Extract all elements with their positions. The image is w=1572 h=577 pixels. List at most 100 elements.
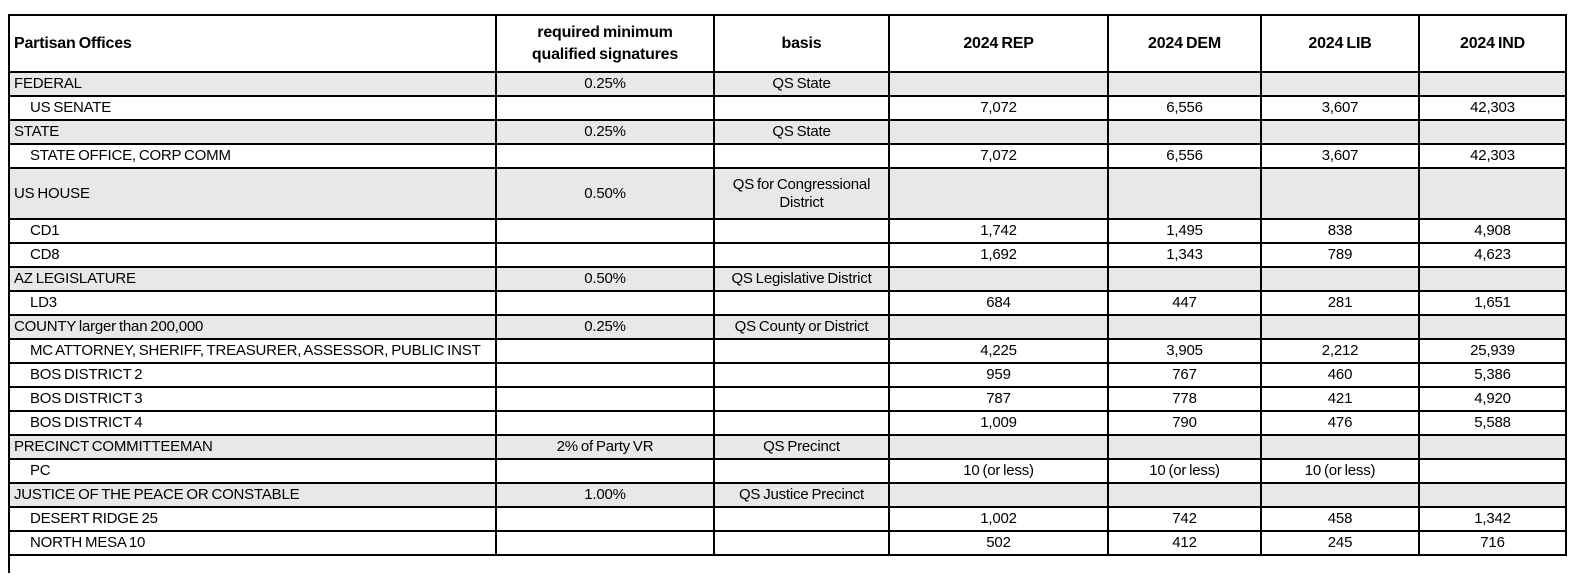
- ind-cell[interactable]: [1418, 266, 1567, 292]
- ind-cell[interactable]: [1418, 167, 1567, 220]
- basis-cell[interactable]: [713, 143, 890, 169]
- office-cell[interactable]: DESERT RIDGE 25: [8, 506, 497, 532]
- dem-cell[interactable]: [1107, 482, 1262, 508]
- basis-cell[interactable]: QS State: [713, 71, 890, 97]
- signatures-cell[interactable]: [495, 410, 715, 436]
- lib-cell[interactable]: 3,607: [1260, 95, 1420, 121]
- office-cell[interactable]: CD1: [8, 218, 497, 244]
- lib-cell[interactable]: [1260, 266, 1420, 292]
- header-cell-partisan-offices[interactable]: Partisan Offices: [8, 14, 497, 73]
- office-cell[interactable]: US HOUSE: [8, 167, 497, 220]
- ind-cell[interactable]: [1418, 71, 1567, 97]
- ind-cell[interactable]: 5,588: [1418, 410, 1567, 436]
- dem-cell[interactable]: 790: [1107, 410, 1262, 436]
- lib-cell[interactable]: [1260, 167, 1420, 220]
- ind-cell[interactable]: 1,651: [1418, 290, 1567, 316]
- rep-cell[interactable]: 10 (or less): [888, 458, 1109, 484]
- signatures-cell[interactable]: 0.50%: [495, 167, 715, 220]
- signatures-cell[interactable]: [495, 506, 715, 532]
- lib-cell[interactable]: 3,607: [1260, 143, 1420, 169]
- lib-cell[interactable]: 421: [1260, 386, 1420, 412]
- ind-cell[interactable]: 716: [1418, 530, 1567, 556]
- rep-cell[interactable]: 7,072: [888, 143, 1109, 169]
- lib-cell[interactable]: [1260, 71, 1420, 97]
- rep-cell[interactable]: 1,002: [888, 506, 1109, 532]
- rep-cell[interactable]: [888, 482, 1109, 508]
- rep-cell[interactable]: [888, 71, 1109, 97]
- ind-cell[interactable]: 4,623: [1418, 242, 1567, 268]
- dem-cell[interactable]: 6,556: [1107, 95, 1262, 121]
- signatures-cell[interactable]: [495, 143, 715, 169]
- ind-cell[interactable]: 42,303: [1418, 143, 1567, 169]
- rep-cell[interactable]: [888, 119, 1109, 145]
- office-cell[interactable]: PC: [8, 458, 497, 484]
- office-cell[interactable]: BOS DISTRICT 4: [8, 410, 497, 436]
- ind-cell[interactable]: 25,939: [1418, 338, 1567, 364]
- office-cell[interactable]: LD3: [8, 290, 497, 316]
- header-cell-2024-dem[interactable]: 2024 DEM: [1107, 14, 1262, 73]
- signatures-cell[interactable]: [495, 242, 715, 268]
- ind-cell[interactable]: [1418, 119, 1567, 145]
- basis-cell[interactable]: QS County or District: [713, 314, 890, 340]
- dem-cell[interactable]: 1,495: [1107, 218, 1262, 244]
- dem-cell[interactable]: [1107, 434, 1262, 460]
- dem-cell[interactable]: [1107, 167, 1262, 220]
- basis-cell[interactable]: QS Legislative District: [713, 266, 890, 292]
- rep-cell[interactable]: [888, 434, 1109, 460]
- ind-cell[interactable]: [1418, 482, 1567, 508]
- office-cell[interactable]: STATE OFFICE, CORP COMM: [8, 143, 497, 169]
- lib-cell[interactable]: 281: [1260, 290, 1420, 316]
- office-cell[interactable]: US SENATE: [8, 95, 497, 121]
- lib-cell[interactable]: 838: [1260, 218, 1420, 244]
- ind-cell[interactable]: 1,342: [1418, 506, 1567, 532]
- basis-cell[interactable]: [713, 362, 890, 388]
- dem-cell[interactable]: [1107, 71, 1262, 97]
- dem-cell[interactable]: 447: [1107, 290, 1262, 316]
- lib-cell[interactable]: [1260, 314, 1420, 340]
- office-cell[interactable]: PRECINCT COMMITTEEMAN: [8, 434, 497, 460]
- ind-cell[interactable]: 5,386: [1418, 362, 1567, 388]
- lib-cell[interactable]: 245: [1260, 530, 1420, 556]
- lib-cell[interactable]: [1260, 482, 1420, 508]
- rep-cell[interactable]: 502: [888, 530, 1109, 556]
- lib-cell[interactable]: 458: [1260, 506, 1420, 532]
- basis-cell[interactable]: QS Precinct: [713, 434, 890, 460]
- dem-cell[interactable]: 778: [1107, 386, 1262, 412]
- rep-cell[interactable]: 7,072: [888, 95, 1109, 121]
- basis-cell[interactable]: [713, 458, 890, 484]
- ind-cell[interactable]: 4,920: [1418, 386, 1567, 412]
- basis-cell[interactable]: [713, 410, 890, 436]
- signatures-cell[interactable]: [495, 95, 715, 121]
- ind-cell[interactable]: 4,908: [1418, 218, 1567, 244]
- basis-cell[interactable]: QS State: [713, 119, 890, 145]
- ind-cell[interactable]: [1418, 434, 1567, 460]
- dem-cell[interactable]: 3,905: [1107, 338, 1262, 364]
- dem-cell[interactable]: 767: [1107, 362, 1262, 388]
- rep-cell[interactable]: 4,225: [888, 338, 1109, 364]
- basis-cell[interactable]: QS Justice Precinct: [713, 482, 890, 508]
- dem-cell[interactable]: 412: [1107, 530, 1262, 556]
- dem-cell[interactable]: 10 (or less): [1107, 458, 1262, 484]
- rep-cell[interactable]: 1,692: [888, 242, 1109, 268]
- dem-cell[interactable]: [1107, 314, 1262, 340]
- signatures-cell[interactable]: [495, 386, 715, 412]
- rep-cell[interactable]: 684: [888, 290, 1109, 316]
- ind-cell[interactable]: [1418, 458, 1567, 484]
- rep-cell[interactable]: [888, 167, 1109, 220]
- rep-cell[interactable]: [888, 266, 1109, 292]
- rep-cell[interactable]: 787: [888, 386, 1109, 412]
- lib-cell[interactable]: [1260, 119, 1420, 145]
- signatures-cell[interactable]: 1.00%: [495, 482, 715, 508]
- lib-cell[interactable]: 2,212: [1260, 338, 1420, 364]
- office-cell[interactable]: COUNTY larger than 200,000: [8, 314, 497, 340]
- signatures-cell[interactable]: [495, 362, 715, 388]
- signatures-cell[interactable]: [495, 338, 715, 364]
- office-cell[interactable]: JUSTICE OF THE PEACE OR CONSTABLE: [8, 482, 497, 508]
- basis-cell[interactable]: [713, 242, 890, 268]
- dem-cell[interactable]: [1107, 119, 1262, 145]
- header-cell-2024-ind[interactable]: 2024 IND: [1418, 14, 1567, 73]
- basis-cell[interactable]: [713, 338, 890, 364]
- basis-cell[interactable]: [713, 290, 890, 316]
- basis-cell[interactable]: QS for Congressional District: [713, 167, 890, 220]
- lib-cell[interactable]: 10 (or less): [1260, 458, 1420, 484]
